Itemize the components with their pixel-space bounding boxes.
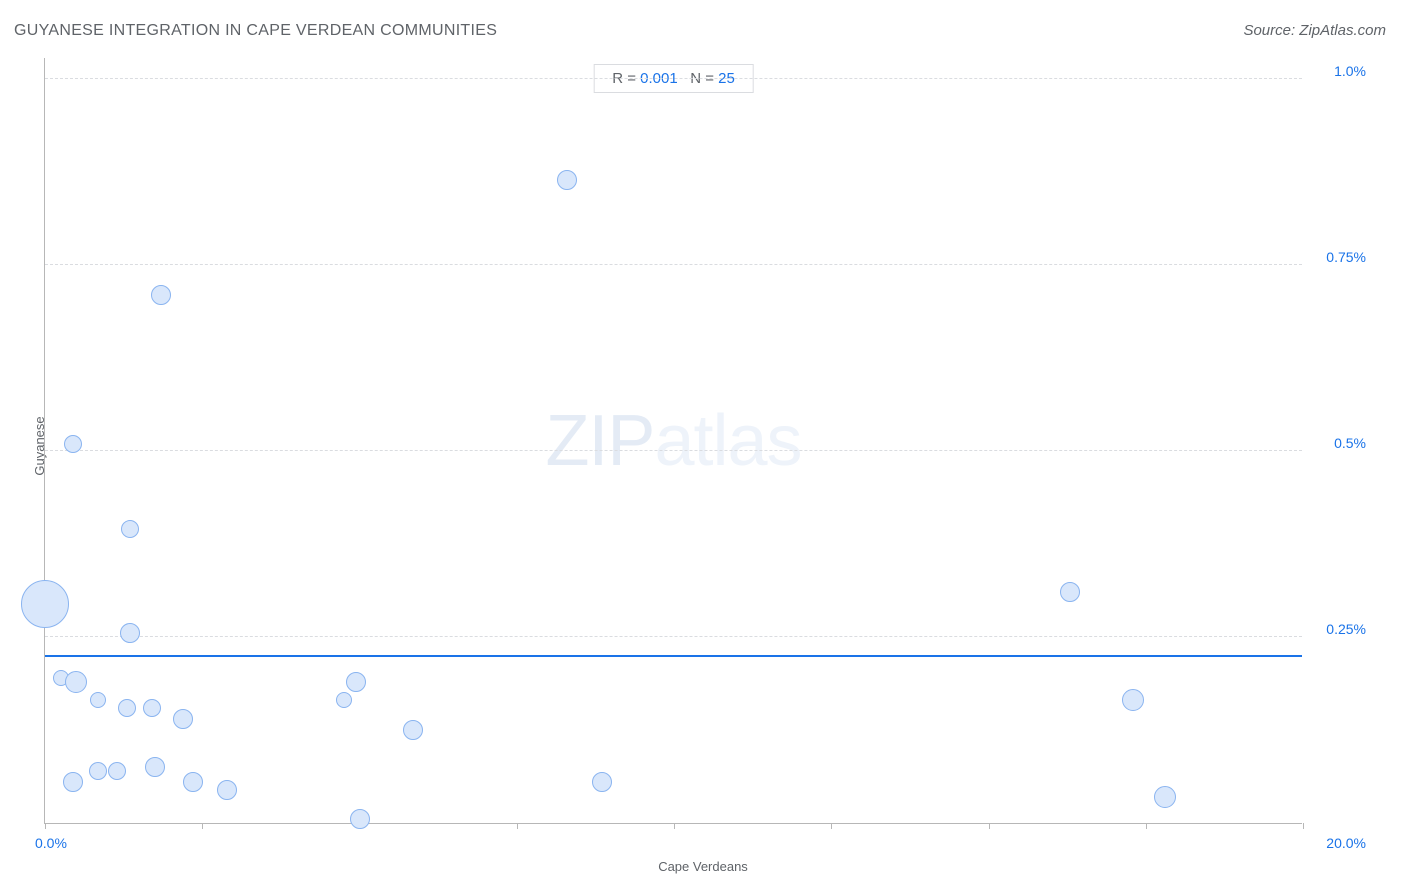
grid-line xyxy=(45,636,1302,637)
x-tick xyxy=(202,823,203,829)
data-point xyxy=(145,757,165,777)
x-tick xyxy=(517,823,518,829)
watermark: ZIPatlas xyxy=(545,400,801,482)
watermark-part2: atlas xyxy=(654,401,801,481)
source-attribution: Source: ZipAtlas.com xyxy=(1243,22,1386,39)
data-point xyxy=(592,772,612,792)
data-point xyxy=(63,772,83,792)
data-point xyxy=(557,170,577,190)
data-point xyxy=(143,699,161,717)
data-point xyxy=(183,772,203,792)
plot-area: R = 0.001 N = 25 ZIPatlas 0.0% 20.0% 0.2… xyxy=(44,58,1302,824)
x-tick xyxy=(45,823,46,829)
data-point xyxy=(118,699,136,717)
data-point xyxy=(89,762,107,780)
x-tick xyxy=(674,823,675,829)
x-axis-label: Cape Verdeans xyxy=(658,859,748,874)
data-point xyxy=(121,520,139,538)
data-point xyxy=(336,692,352,708)
data-point xyxy=(346,672,366,692)
data-point xyxy=(65,671,87,693)
watermark-part1: ZIP xyxy=(545,401,654,481)
data-point xyxy=(217,780,237,800)
grid-line xyxy=(45,264,1302,265)
x-tick xyxy=(989,823,990,829)
x-tick xyxy=(1146,823,1147,829)
chart-title: GUYANESE INTEGRATION IN CAPE VERDEAN COM… xyxy=(14,22,497,40)
data-point xyxy=(350,809,370,829)
chart-container: GUYANESE INTEGRATION IN CAPE VERDEAN COM… xyxy=(0,0,1406,892)
data-point xyxy=(403,720,423,740)
x-tick xyxy=(831,823,832,829)
y-tick-label: 0.5% xyxy=(1334,435,1366,451)
data-point xyxy=(1154,786,1176,808)
regression-line xyxy=(45,655,1302,657)
data-point xyxy=(1060,582,1080,602)
data-point xyxy=(120,623,140,643)
y-tick-label: 0.25% xyxy=(1326,621,1366,637)
x-axis-max-label: 20.0% xyxy=(1326,835,1366,851)
x-tick xyxy=(1303,823,1304,829)
grid-line xyxy=(45,78,1302,79)
data-point xyxy=(64,435,82,453)
data-point xyxy=(173,709,193,729)
grid-line xyxy=(45,450,1302,451)
data-point xyxy=(1122,689,1144,711)
y-tick-label: 0.75% xyxy=(1326,249,1366,265)
y-tick-label: 1.0% xyxy=(1334,63,1366,79)
x-axis-min-label: 0.0% xyxy=(35,835,67,851)
data-point xyxy=(108,762,126,780)
data-point xyxy=(90,692,106,708)
data-point xyxy=(21,580,69,628)
data-point xyxy=(151,285,171,305)
